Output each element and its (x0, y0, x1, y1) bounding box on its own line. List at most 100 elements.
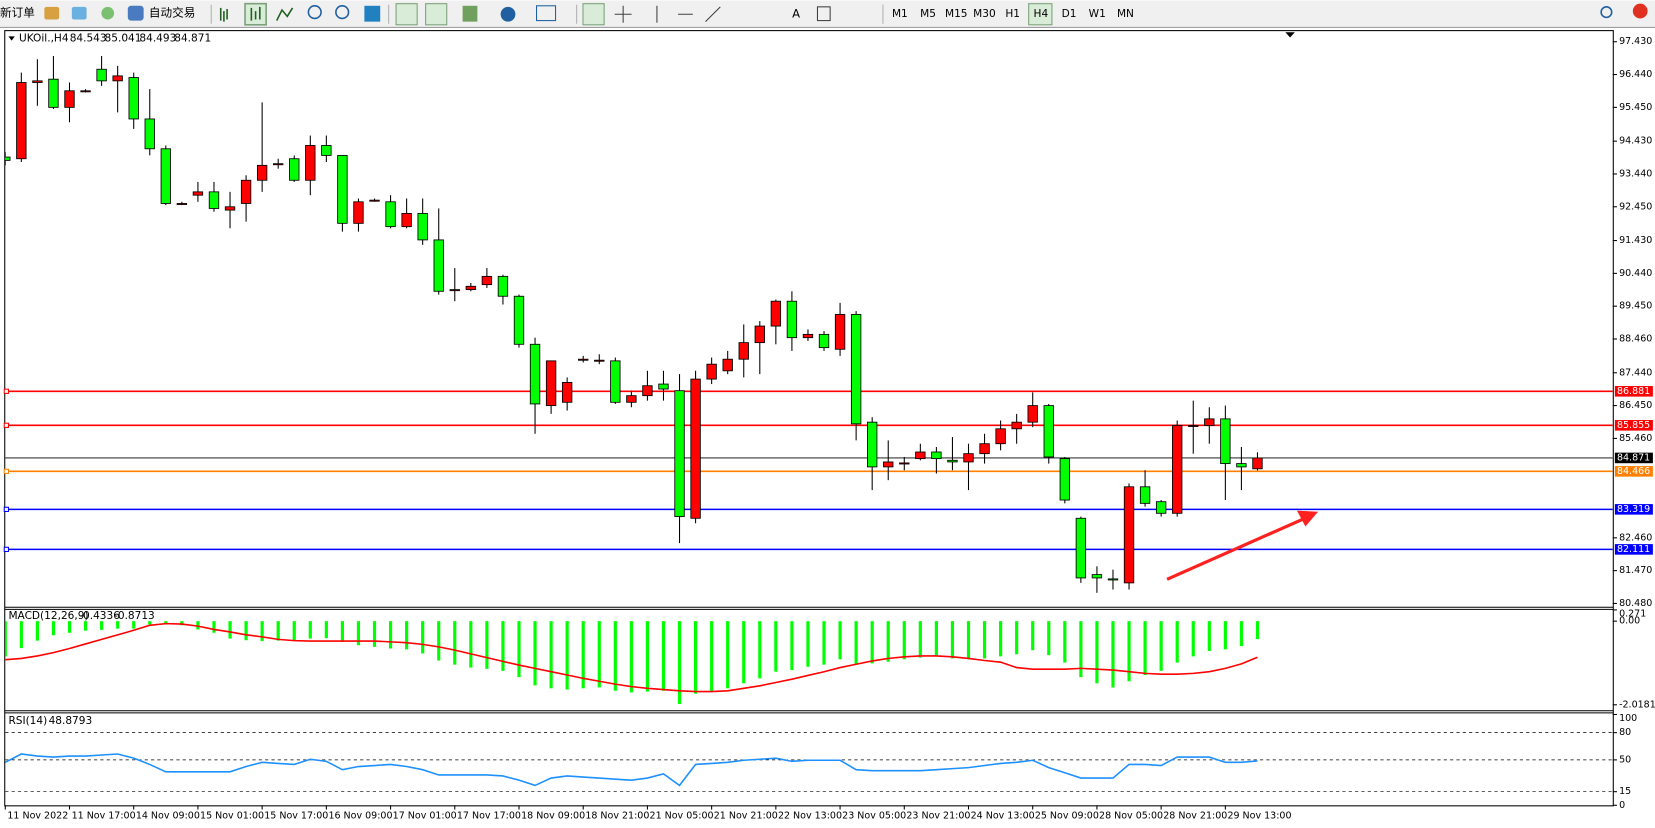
candle-body (738, 342, 749, 360)
y-tick-label: 0.271 (1619, 609, 1646, 620)
templates[interactable] (536, 5, 557, 22)
macd-bar (774, 621, 778, 672)
macd-value: -0.4336 (79, 610, 120, 622)
price-tag-label: 86.881 (1617, 386, 1650, 397)
candle-body (497, 275, 509, 297)
draw-tools[interactable] (614, 5, 721, 23)
ohlc-close: 84.871 (174, 33, 211, 45)
timeframe-bar: M1 M5 M15 M30 H1 H4 D1 W1 MN (892, 8, 1134, 20)
timeframe-button[interactable]: D1 (1062, 8, 1077, 20)
candle-body (513, 295, 525, 345)
chart-frame (4, 30, 1614, 807)
timeframe-button[interactable]: M30 (973, 8, 996, 20)
candle-body (834, 314, 846, 350)
x-tick-label: 25 Nov 09:00 (1035, 810, 1099, 821)
auto-trading-button[interactable]: 自动交易 (149, 6, 195, 20)
candle-body (818, 333, 830, 349)
icon[interactable] (71, 6, 87, 20)
macd-bar (645, 621, 650, 692)
icon[interactable] (127, 5, 144, 21)
x-tick-label: 18 Nov 09:00 (521, 810, 585, 821)
macd-bar (533, 621, 537, 686)
text-tool[interactable]: A (792, 7, 800, 21)
timeframe-button[interactable]: H1 (1005, 8, 1020, 20)
candle-body (610, 360, 621, 403)
new-order-button[interactable]: 新订单 (0, 6, 35, 20)
candle-body (481, 275, 493, 286)
timeframe-button[interactable]: MN (1117, 8, 1134, 20)
plot (5, 55, 1613, 793)
candle-body (706, 363, 717, 380)
rsi-title: RSI(14) (8, 715, 47, 727)
candle-body (1011, 421, 1022, 430)
candle-body (256, 164, 268, 181)
y-tick-label: 0 (1619, 800, 1625, 811)
x-tick-label: 22 Nov 13:00 (778, 810, 842, 821)
timeframe-button[interactable]: H4 (1034, 8, 1049, 20)
candle-body (337, 154, 348, 224)
search[interactable] (1600, 6, 1613, 19)
candle-body (1123, 486, 1135, 584)
timeframe-button[interactable]: W1 (1089, 8, 1106, 20)
candle-body (883, 461, 894, 468)
x-tick-label: 14 Nov 09:00 (136, 810, 200, 821)
x-tick-label: 28 Nov 21:00 (1163, 810, 1227, 821)
candle-body (176, 203, 188, 205)
candle-body (529, 343, 541, 405)
timeframe-button[interactable]: M15 (945, 8, 968, 20)
tile-windows[interactable] (364, 5, 381, 22)
macd-bar (164, 621, 168, 624)
candle-body (1027, 405, 1038, 423)
indicators[interactable] (462, 5, 478, 22)
macd-bar (67, 621, 72, 633)
candle-body (5, 156, 11, 161)
x-tick-label: 18 Nov 21:00 (585, 810, 649, 821)
chart-marker (8, 36, 15, 41)
price-tag (1614, 544, 1653, 555)
x-tick-label: 24 Nov 13:00 (971, 810, 1035, 821)
macd-title: MACD(12,26,9) (8, 610, 88, 622)
zoom-out[interactable] (335, 5, 350, 20)
y-tick-label: 81.470 (1619, 565, 1652, 576)
periods[interactable] (500, 6, 516, 22)
y-tick-label: 88.460 (1619, 333, 1652, 344)
macd-bar (1063, 621, 1067, 663)
candle-body (240, 179, 252, 204)
icon[interactable] (44, 6, 60, 20)
candle-body (353, 201, 364, 224)
candle-body (449, 289, 460, 292)
macd-bar (902, 621, 906, 660)
x-tick-label: 11 Nov 17:00 (72, 810, 136, 821)
chart-type-icons[interactable] (219, 2, 294, 26)
autoscroll[interactable] (395, 3, 418, 26)
notifications[interactable] (1632, 3, 1648, 19)
icon[interactable] (101, 6, 115, 20)
macd-bar (116, 621, 120, 629)
label-tool[interactable] (816, 6, 831, 22)
macd-bar (356, 621, 361, 646)
chart-title: UKOil.,H4 (19, 33, 69, 45)
chart-shift[interactable] (425, 3, 448, 26)
price-tag-label: 82.111 (1617, 544, 1650, 555)
y-tick-label: 87.440 (1619, 367, 1652, 378)
macd-bar (1031, 621, 1035, 651)
timeframe-button[interactable]: M1 (892, 8, 908, 20)
timeframe-button[interactable]: M5 (920, 8, 936, 20)
zoom-in[interactable] (307, 5, 322, 20)
y-tick-label: 95.450 (1619, 102, 1652, 113)
candle-body (626, 395, 637, 403)
macd-bar (726, 621, 730, 689)
y-tick-label: 15 (1619, 786, 1631, 797)
macd-bar (806, 621, 810, 667)
candle-body (899, 462, 910, 465)
toolbar: 新订单 自动交易 A M1 M5 M15 M30 H1 H4 D1 W1 MN (0, 0, 1655, 28)
macd-bar (822, 621, 826, 665)
line-handle (3, 468, 9, 474)
y-tick-label: 0.00 (1619, 616, 1640, 627)
macd-bar (212, 621, 216, 633)
candle-body (995, 428, 1006, 445)
cursor-tool[interactable] (582, 3, 605, 26)
macd-bar (405, 621, 409, 650)
